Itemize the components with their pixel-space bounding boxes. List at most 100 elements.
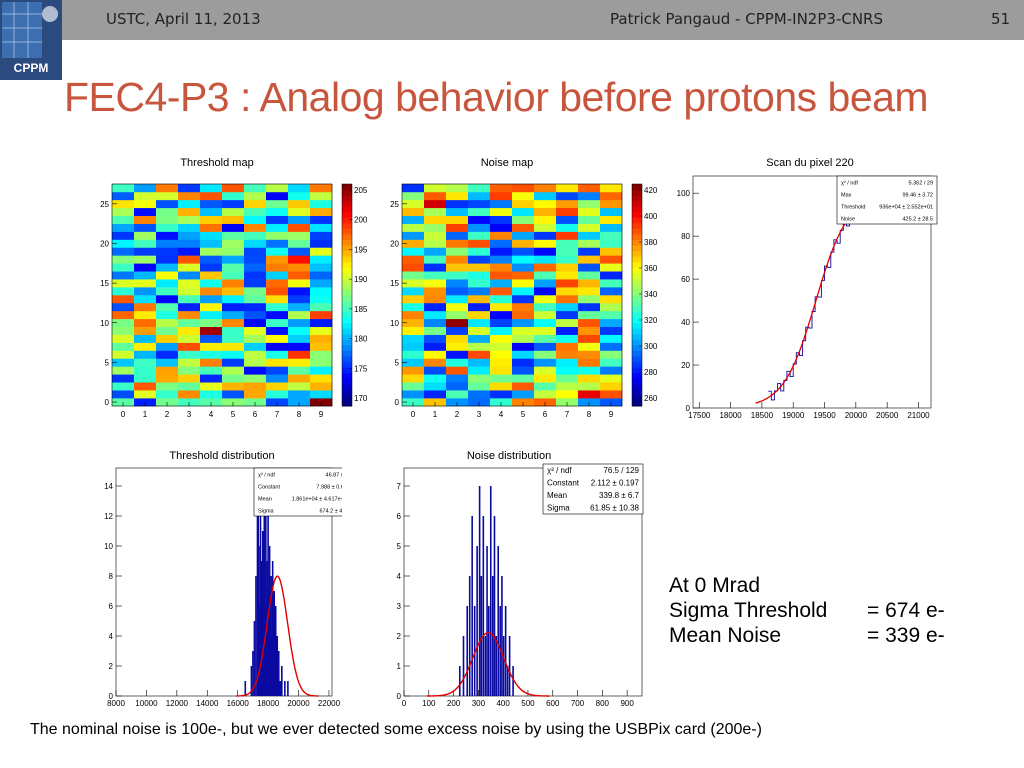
threshold-map-cell [266,247,289,256]
threshold-map-cell [222,310,245,320]
threshold-map-colorbar-step [342,283,352,290]
threshold-map-cell [244,318,267,328]
threshold-map-cell [244,279,267,288]
noise-map-cell [402,334,425,343]
threshold-map-colorbar-step [342,394,352,401]
pixel-scan-stats-label: χ² / ndf [841,180,858,186]
threshold-map-cell [288,263,311,272]
threshold-map-colorbar-step [342,328,352,335]
threshold-map-colorbar-step [342,222,352,229]
threshold-map-colorbar-step [342,267,352,274]
threshold-map-xtick-label: 2 [165,410,170,419]
noise-map-cell [600,223,623,232]
threshold-map-cell [156,215,179,224]
noise-map-cell [534,271,557,280]
noise-map-cell [600,191,623,201]
noise-map-cell [556,382,579,391]
threshold-map-cell [244,295,267,304]
threshold-map-cell [112,247,135,256]
threshold-map-cell [222,255,245,264]
threshold-map-cell [156,382,179,391]
noise-map-cell [490,366,513,375]
noise-map-cell [578,318,601,328]
noise-map-colorbar-step [632,278,642,285]
noise-map-cell [556,279,579,288]
threshold-map-colorbar-step [342,189,352,196]
noise-map-cell [534,326,557,335]
threshold-map-colorbar-step [342,389,352,396]
threshold-map-colorbar-step [342,333,352,340]
threshold-map-cell [156,263,179,272]
threshold-map-cell [244,326,267,335]
noise-map-cell [490,310,513,320]
noise-map-cell [534,366,557,375]
threshold-map-xtick-label: 0 [121,410,126,419]
noise-map-cell [600,184,623,193]
threshold-map-xtick-label: 9 [319,410,324,419]
pixel-scan-stats-value: 5.362 / 29 [909,180,933,186]
noise-map-cell [512,223,535,232]
threshold-map-cell [112,199,135,209]
threshold-map-cell [266,191,289,201]
threshold-dist-stats-value: 46.87 / 59 [326,472,342,478]
noise-map-cell [534,295,557,304]
noise-map-cell [600,374,623,383]
threshold-map-colorbar-step [342,344,352,351]
threshold-map-cell [266,215,289,224]
threshold-map-ytick-label: 25 [100,200,109,209]
threshold-map-cell [134,271,157,280]
noise-map-cell [490,215,513,224]
threshold-map-colorbar-step [342,217,352,224]
threshold-map-colorbar-step [342,195,352,202]
threshold-map-cell [244,310,267,320]
noise-map-cell [512,350,535,359]
threshold-map-cell [310,191,333,201]
threshold-map-cell [288,334,311,343]
threshold-dist-ytick-label: 6 [109,602,114,611]
noise-dist-bar [476,546,478,696]
pixel-scan-stats-value: 936e+04 ± 2.552e+01 [879,204,933,210]
threshold-map-cell [178,184,201,193]
noise-map-cell [402,207,425,217]
noise-map-cell [556,366,579,375]
threshold-map-cell [156,207,179,217]
threshold-dist-xtick-label: 14000 [196,699,219,708]
pixel-scan-ytick-label: 100 [677,189,691,198]
threshold-map-cell [156,255,179,264]
threshold-dist-stats-value: 1.861e+04 ± 4.617e+01 [292,496,342,502]
threshold-map-cell [134,223,157,232]
threshold-map-colorbar-step [342,317,352,324]
threshold-map-cell [156,374,179,383]
threshold-map-cell [288,255,311,264]
noise-map-xtick-label: 1 [433,410,438,419]
threshold-map-cell [112,239,135,248]
noise-map-cell [534,199,557,209]
threshold-map-cell [134,334,157,343]
noise-map-cell [446,215,469,224]
noise-map-cell [578,310,601,320]
noise-map-colorbar-step [632,256,642,263]
threshold-map-cell [200,207,223,217]
noise-map-cell [402,390,425,399]
noise-dist-ytick-label: 0 [397,692,402,701]
summary-text: At 0 Mrad Sigma Threshold = 674 e- Mean … [669,573,945,648]
header-bar: USTC, April 11, 2013 Patrick Pangaud - C… [0,0,1024,40]
threshold-map-cell [222,279,245,288]
noise-map-cell [490,358,513,367]
noise-map-cell [512,366,535,375]
noise-map-cell [424,207,447,217]
threshold-dist-bar [253,621,256,696]
noise-map-cell [600,302,623,312]
noise-dist-xtick-label: 800 [596,699,610,708]
noise-map-cell [490,287,513,296]
noise-map-cell [424,223,447,232]
noise-map-cell [578,263,601,272]
threshold-map-cell [222,302,245,312]
noise-map-cell [402,231,425,240]
noise-map-cell [446,390,469,399]
threshold-map-cell [112,231,135,240]
threshold-map-cell [112,350,135,359]
threshold-map-cell [134,191,157,201]
noise-map-colorbar-step [632,189,642,196]
pixel-scan-stats-value: 425.2 ± 28.5 [902,216,933,222]
